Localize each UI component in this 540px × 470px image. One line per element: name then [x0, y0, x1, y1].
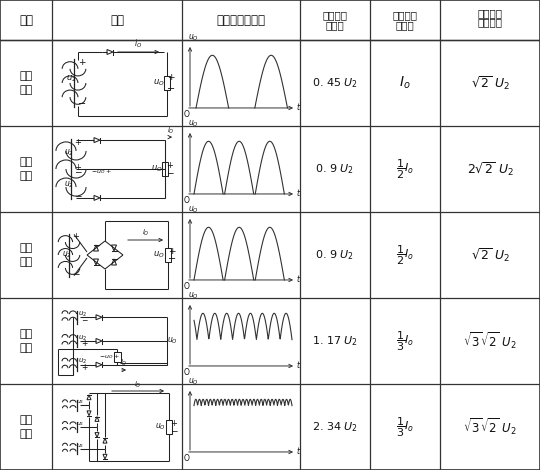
Text: $u_O$: $u_O$ [188, 32, 199, 43]
Text: −: − [81, 316, 87, 325]
Text: $\dfrac{1}{3}I_o$: $\dfrac{1}{3}I_o$ [396, 415, 414, 439]
Text: 单相
桥式: 单相 桥式 [19, 243, 32, 267]
Text: $i_O$: $i_O$ [134, 379, 142, 390]
Text: $\dfrac{1}{2}I_o$: $\dfrac{1}{2}I_o$ [396, 243, 414, 267]
Text: $u_2$: $u_2$ [76, 442, 84, 450]
Bar [113, 352, 120, 362]
Text: 最高反压: 最高反压 [477, 17, 503, 27]
Text: 整流电压: 整流电压 [322, 10, 348, 20]
Text: $u_2$: $u_2$ [76, 420, 84, 428]
Text: 平均值: 平均值 [326, 20, 345, 30]
Text: −: − [168, 254, 176, 264]
Text: $\dfrac{1}{2}I_o$: $\dfrac{1}{2}I_o$ [396, 157, 414, 181]
Text: 三相
桥式: 三相 桥式 [19, 415, 32, 439]
Text: 0. 9 $U_2$: 0. 9 $U_2$ [315, 162, 355, 176]
Text: $\sqrt{3}\sqrt{2}\ U_2$: $\sqrt{3}\sqrt{2}\ U_2$ [463, 330, 517, 352]
Text: $u_O$: $u_O$ [188, 290, 199, 301]
Text: +: + [75, 138, 82, 147]
Text: 整流电压的波形: 整流电压的波形 [217, 14, 266, 26]
Text: 每管电流: 每管电流 [393, 10, 417, 20]
Text: O: O [184, 196, 190, 205]
Text: 单相
半波: 单相 半波 [19, 70, 32, 95]
Text: $u_O$: $u_O$ [188, 376, 199, 387]
Text: +: + [171, 418, 178, 428]
Text: $\sqrt{2}\ U_2$: $\sqrt{2}\ U_2$ [470, 74, 509, 92]
Text: O: O [184, 282, 190, 291]
Text: −: − [72, 269, 80, 278]
Text: +: + [168, 246, 176, 256]
Text: O: O [184, 110, 190, 119]
Text: t: t [297, 189, 300, 198]
Text: $2\sqrt{2}\ U_2$: $2\sqrt{2}\ U_2$ [467, 160, 514, 178]
Text: −: − [75, 167, 82, 177]
Text: −: − [75, 191, 82, 200]
Text: $\sqrt{2}\ U_2$: $\sqrt{2}\ U_2$ [470, 246, 509, 264]
Text: $u_2$: $u_2$ [64, 148, 74, 158]
Text: $i_O$: $i_O$ [141, 228, 149, 238]
Text: 电路: 电路 [110, 14, 124, 26]
Text: $i_O$: $i_O$ [167, 125, 175, 136]
Text: 0. 45 $U_2$: 0. 45 $U_2$ [312, 76, 358, 90]
Text: −: − [170, 426, 178, 436]
Text: $u_O$: $u_O$ [153, 250, 165, 260]
Text: 0. 9 $U_2$: 0. 9 $U_2$ [315, 248, 355, 262]
Text: 每管承受: 每管承受 [477, 8, 503, 18]
Text: 2. 34 $U_2$: 2. 34 $U_2$ [312, 420, 358, 434]
Text: $I_o$: $I_o$ [399, 75, 411, 91]
Text: $\sqrt{3}\sqrt{2}\ U_2$: $\sqrt{3}\sqrt{2}\ U_2$ [463, 416, 517, 438]
Text: O: O [184, 368, 190, 377]
Text: −: − [167, 84, 175, 94]
Text: 类型: 类型 [19, 14, 33, 26]
Text: t: t [297, 103, 300, 112]
Text: $-u_O+$: $-u_O+$ [99, 352, 119, 361]
Text: 平均值: 平均值 [396, 20, 414, 30]
Text: $u_2$: $u_2$ [66, 74, 76, 84]
Text: −: − [166, 169, 174, 178]
Bar [165, 248, 171, 262]
Text: O: O [184, 454, 190, 463]
Text: +: + [75, 163, 82, 172]
Text: t: t [297, 447, 300, 456]
Text: $-u_O+$: $-u_O+$ [91, 167, 111, 176]
Text: +: + [167, 72, 175, 81]
Bar [166, 420, 172, 434]
Text: $u_2$: $u_2$ [76, 399, 84, 406]
Text: $u_O$: $u_O$ [188, 204, 199, 215]
Text: $u_O$: $u_O$ [154, 422, 165, 432]
Text: $u_2$: $u_2$ [64, 180, 74, 190]
Text: +: + [81, 363, 87, 372]
Text: t: t [297, 275, 300, 284]
Text: 单相
全波: 单相 全波 [19, 157, 32, 181]
Text: $i_O$: $i_O$ [134, 38, 143, 50]
Text: $i_O$: $i_O$ [120, 358, 128, 368]
Text: $u_2$: $u_2$ [78, 357, 87, 366]
Bar [164, 76, 170, 90]
Text: $u_O$: $u_O$ [166, 336, 178, 346]
Text: 1. 17 $U_2$: 1. 17 $U_2$ [312, 334, 358, 348]
Text: −: − [78, 99, 86, 109]
Text: 三相
半波: 三相 半波 [19, 329, 32, 353]
Bar [162, 162, 168, 176]
Text: +: + [81, 339, 87, 348]
Text: $u_O$: $u_O$ [153, 78, 165, 88]
Text: +: + [166, 160, 173, 170]
Text: +: + [78, 58, 86, 67]
Text: $u_2$: $u_2$ [78, 333, 87, 343]
Text: t: t [297, 361, 300, 370]
Text: $\dfrac{1}{3}I_o$: $\dfrac{1}{3}I_o$ [396, 329, 414, 353]
Text: $u_2$: $u_2$ [62, 250, 72, 260]
Text: +: + [72, 232, 79, 241]
Text: $u_2$: $u_2$ [78, 310, 87, 319]
Text: $u_O$: $u_O$ [188, 118, 199, 129]
Text: $u_O$: $u_O$ [151, 164, 163, 174]
